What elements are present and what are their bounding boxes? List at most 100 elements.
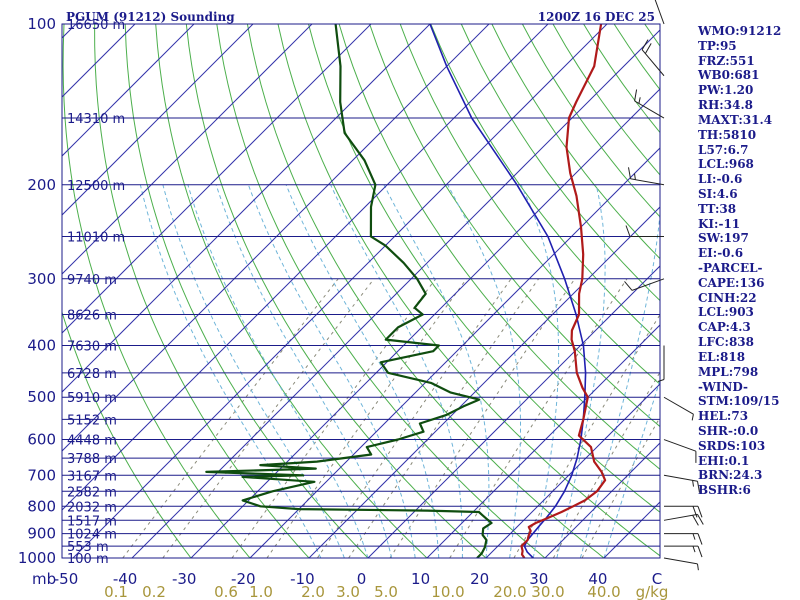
height-label: 3788 m xyxy=(67,452,117,467)
pressure-tick-label: 400 xyxy=(27,337,56,355)
temperature-tick-label: 40 xyxy=(588,570,607,588)
wind-barb xyxy=(663,533,703,545)
mixing-ratio-tick-label: g/kg xyxy=(636,583,669,600)
isotherm-line xyxy=(62,24,490,452)
mixing-ratio-line xyxy=(449,278,628,558)
index-item: TT:38 xyxy=(698,201,737,216)
index-item: FRZ:551 xyxy=(698,53,755,68)
wind-barb xyxy=(663,505,703,518)
index-item: TH:5810 xyxy=(698,127,757,142)
index-panel: WMO:91212 TP:95 FRZ:551 WB0:681 PW:1.20 RH:34… xyxy=(698,24,798,498)
height-label: 553 m xyxy=(67,540,109,555)
index-item: LI:-0.6 xyxy=(698,172,743,187)
mixing-ratio-line xyxy=(122,278,339,558)
pressure-tick-label: 900 xyxy=(27,525,56,543)
pressure-tick-label: 300 xyxy=(27,270,56,288)
height-label: 8626 m xyxy=(67,309,117,324)
temperature-tick-label: 0 xyxy=(357,570,367,588)
isotherm-line xyxy=(62,24,313,275)
index-item: MPL:798 xyxy=(698,364,759,379)
wind-barb xyxy=(663,439,697,463)
pressure-unit-label: mb xyxy=(32,570,56,588)
temperature-tick-label: C xyxy=(652,570,662,588)
index-item: STM:109/15 xyxy=(698,394,780,409)
moist-adiabat-line xyxy=(383,184,490,558)
height-label: 2032 m xyxy=(67,500,117,515)
mixing-ratio-axis: 0.1 0.2 0.6 1.0 2.0 3.0 5.0 10.0 20.0 30.0 40.0 g/k… xyxy=(104,583,668,600)
mixing-ratio-tick-label: 0.2 xyxy=(142,583,166,600)
index-item: HEL:73 xyxy=(698,409,749,424)
wind-barb xyxy=(624,278,665,291)
temperature-axis: mb-50 -40 -30 -20 -10 0 10 20 30 40 C xyxy=(32,570,662,588)
temperature-tick-label: -40 xyxy=(113,570,138,588)
wind-barb xyxy=(628,167,665,186)
isotherm-line xyxy=(308,206,660,558)
height-label: 1024 m xyxy=(67,528,117,543)
index-item: BRN:24.3 xyxy=(698,468,763,483)
dewpoint-profile-line xyxy=(205,24,493,558)
wind-barb xyxy=(663,557,699,571)
height-label: 7630 m xyxy=(67,340,117,355)
index-item: EI:-0.6 xyxy=(698,246,744,261)
pressure-axis: 100 200 300 400 500 600 700 800 900 1000 xyxy=(18,15,56,567)
wind-barb xyxy=(663,513,704,526)
isotherm-line xyxy=(485,383,660,558)
pressure-tick-label: 800 xyxy=(27,497,56,515)
index-item: RH:34.8 xyxy=(698,98,753,113)
isotherm-line xyxy=(62,24,372,334)
wind-barb xyxy=(663,474,700,493)
mixing-ratio-line xyxy=(162,278,375,558)
temperature-tick-label: -30 xyxy=(172,570,197,588)
mixing-ratio-tick-label: 30.0 xyxy=(531,583,564,600)
wind-barb xyxy=(657,345,665,382)
mixing-ratio-tick-label: 40.0 xyxy=(587,583,620,600)
height-label: 11010 m xyxy=(67,231,125,246)
mixing-ratio-tick-label: 2.0 xyxy=(301,583,325,600)
parcel-path-line xyxy=(429,24,587,558)
index-item: SW:197 xyxy=(698,231,749,246)
isotherm-line xyxy=(426,324,660,558)
height-label: 9740 m xyxy=(67,273,117,288)
index-item: SI:4.6 xyxy=(698,186,738,201)
index-item: CINH:22 xyxy=(698,290,757,305)
height-label: 2582 m xyxy=(67,485,117,500)
index-item: EHI:0.1 xyxy=(698,453,750,468)
pressure-tick-label: 500 xyxy=(27,388,56,406)
temperature-profile-line xyxy=(520,24,607,558)
height-labels: 16650 m 14310 m 12500 m 11010 m 9740 m 8626 m… xyxy=(67,18,125,567)
sounding-time: 1200Z 16 DEC 25 xyxy=(538,10,655,24)
isotherms xyxy=(62,24,660,558)
height-label: 4448 m xyxy=(67,434,117,449)
height-label: 12500 m xyxy=(67,179,125,194)
mixing-ratio-tick-label: 1.0 xyxy=(249,583,273,600)
wind-barb xyxy=(641,39,665,77)
wind-barb xyxy=(663,396,694,421)
profiles xyxy=(205,24,607,558)
height-label: 6728 m xyxy=(67,367,117,382)
isotherm-line xyxy=(62,24,549,511)
wind-barbs xyxy=(624,0,704,571)
index-item: L57:6.7 xyxy=(698,142,749,157)
index-item: -PARCEL- xyxy=(698,261,763,275)
index-item: PW:1.20 xyxy=(698,83,754,98)
isotherm-line xyxy=(249,147,660,558)
mixing-ratio-tick-label: 5.0 xyxy=(374,583,398,600)
isotherm-line xyxy=(131,29,660,558)
index-item: -WIND- xyxy=(698,379,748,394)
station-title: PGUM (91212) Sounding xyxy=(66,10,235,24)
height-label: 1517 m xyxy=(67,514,117,529)
index-item: SRDS:103 xyxy=(698,438,766,453)
mixing-ratio-line xyxy=(231,278,437,558)
index-item: EL:818 xyxy=(698,349,746,364)
isotherm-line xyxy=(62,24,195,157)
height-label: 100 m xyxy=(67,552,109,567)
isobars xyxy=(62,23,660,559)
mixing-ratio-tick-label: 0.1 xyxy=(104,583,128,600)
index-item: CAP:4.3 xyxy=(698,320,751,335)
height-label: 16650 m xyxy=(67,18,125,33)
mixing-ratio-tick-label: 20.0 xyxy=(493,583,526,600)
index-item: WB0:681 xyxy=(698,68,760,83)
mixing-ratio-line xyxy=(266,278,468,558)
index-item: BSHR:6 xyxy=(698,483,751,498)
isotherm-line xyxy=(62,24,254,216)
